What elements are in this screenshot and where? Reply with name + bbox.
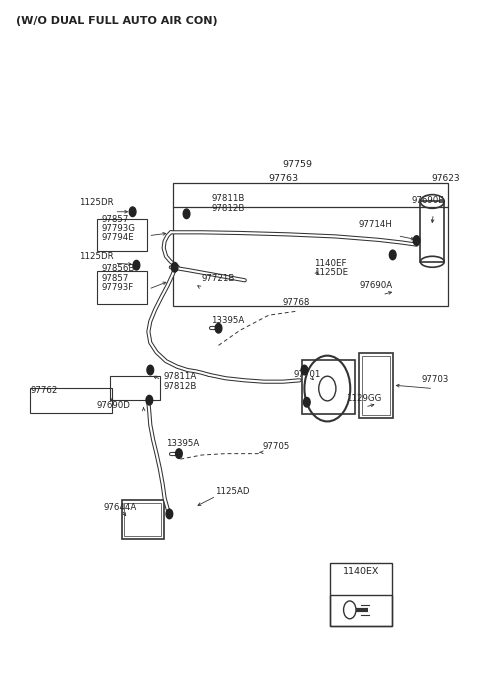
Circle shape: [129, 207, 136, 217]
Text: 1140EX: 1140EX: [343, 567, 379, 576]
Circle shape: [176, 449, 182, 458]
Text: 97690A: 97690A: [360, 281, 393, 290]
Text: 97811A: 97811A: [164, 372, 197, 381]
Text: 97701: 97701: [293, 369, 321, 378]
Text: 1125DR: 1125DR: [79, 198, 114, 207]
Text: 97794E: 97794E: [102, 233, 134, 242]
Text: 1125AD: 1125AD: [215, 487, 250, 496]
Text: 97763: 97763: [268, 173, 298, 183]
Circle shape: [303, 398, 310, 407]
Circle shape: [133, 260, 140, 270]
Text: 97793F: 97793F: [102, 283, 134, 292]
Text: 1125DR: 1125DR: [79, 252, 114, 261]
Text: (W/O DUAL FULL AUTO AIR CON): (W/O DUAL FULL AUTO AIR CON): [16, 17, 217, 26]
Text: 97703: 97703: [421, 375, 448, 384]
Text: 97759: 97759: [282, 160, 312, 169]
Text: 97644A: 97644A: [104, 502, 137, 512]
Text: 97857: 97857: [102, 274, 129, 283]
Bar: [362, 356, 390, 415]
Bar: [121, 499, 164, 539]
Text: 97857: 97857: [102, 215, 129, 224]
Circle shape: [301, 365, 308, 375]
Text: 1140EF: 1140EF: [314, 259, 347, 268]
Text: 97690D: 97690D: [97, 401, 131, 410]
Circle shape: [146, 396, 153, 405]
Text: 13395A: 13395A: [166, 439, 199, 448]
Bar: [173, 183, 447, 306]
Circle shape: [389, 250, 396, 259]
Text: 1129GG: 1129GG: [347, 394, 382, 403]
Text: 97721B: 97721B: [202, 275, 235, 283]
Text: 97856B: 97856B: [102, 264, 135, 273]
Bar: [360, 353, 393, 418]
Bar: [97, 219, 147, 252]
Text: 97793G: 97793G: [102, 224, 136, 233]
Circle shape: [147, 365, 154, 375]
Text: 97714H: 97714H: [359, 219, 393, 228]
Text: 97623: 97623: [431, 173, 459, 183]
Text: 97705: 97705: [263, 442, 290, 451]
Circle shape: [171, 262, 178, 272]
Text: 97812B: 97812B: [164, 382, 197, 391]
Text: 97762: 97762: [31, 386, 59, 395]
Text: 97811B: 97811B: [211, 194, 245, 203]
Bar: [420, 202, 444, 261]
Bar: [110, 376, 160, 400]
Text: 97812B: 97812B: [211, 204, 245, 213]
Bar: [97, 271, 147, 304]
Text: 13395A: 13395A: [211, 316, 245, 325]
Bar: [330, 595, 392, 626]
Bar: [124, 503, 161, 536]
Text: 97768: 97768: [283, 299, 310, 308]
Bar: [30, 388, 112, 413]
Text: 97690E: 97690E: [411, 195, 444, 204]
Text: 1125DE: 1125DE: [314, 268, 348, 277]
Bar: [302, 361, 355, 414]
Circle shape: [166, 509, 173, 519]
Circle shape: [183, 209, 190, 219]
Circle shape: [215, 323, 222, 333]
Circle shape: [413, 236, 420, 246]
Bar: [330, 563, 392, 626]
